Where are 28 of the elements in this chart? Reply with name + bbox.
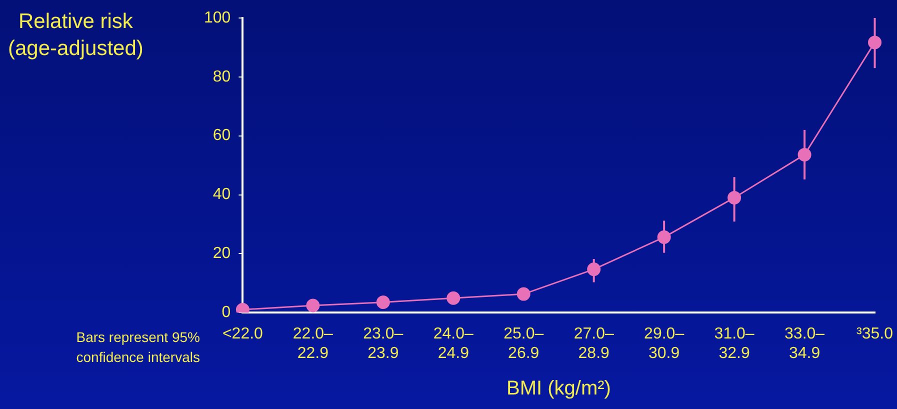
x-tick-label: ³35.0: [856, 326, 894, 343]
y-tick-label: 80: [212, 68, 231, 86]
point: [657, 230, 671, 244]
point: [376, 296, 390, 310]
y-axis-title: Relative risk (age-adjusted): [8, 9, 144, 62]
point: [798, 148, 812, 162]
y-tick-label: 0: [222, 304, 231, 322]
x-tick-label: 25.0– 26.9: [504, 326, 544, 362]
x-tick-label: 29.0– 30.9: [644, 326, 684, 362]
point: [516, 287, 530, 301]
x-tick-label: 24.0– 24.9: [433, 326, 474, 362]
point: [868, 36, 882, 50]
point: [306, 298, 320, 312]
x-tick-label: 33.0– 34.9: [784, 326, 825, 362]
x-tick-label: <22.0: [222, 326, 264, 343]
y-tick-label: 60: [212, 127, 231, 144]
point: [728, 190, 742, 204]
point: [587, 262, 601, 276]
text: Bars represent 95% confidence intervals: [76, 328, 200, 367]
y-tick-label: 20: [212, 245, 231, 262]
x-tick-label: 22.0– 22.9: [292, 326, 334, 362]
y-tick-label: 40: [212, 186, 231, 204]
x-tick-label: 23.0– 23.9: [363, 326, 404, 362]
y-tick-label: 100: [204, 9, 231, 26]
point: [446, 291, 460, 305]
x-tick-label: 27.0– 28.9: [574, 326, 614, 362]
x-axis-title: BMI (kg/m²): [506, 378, 611, 400]
x-tick-label: 31.0– 32.9: [714, 326, 754, 362]
